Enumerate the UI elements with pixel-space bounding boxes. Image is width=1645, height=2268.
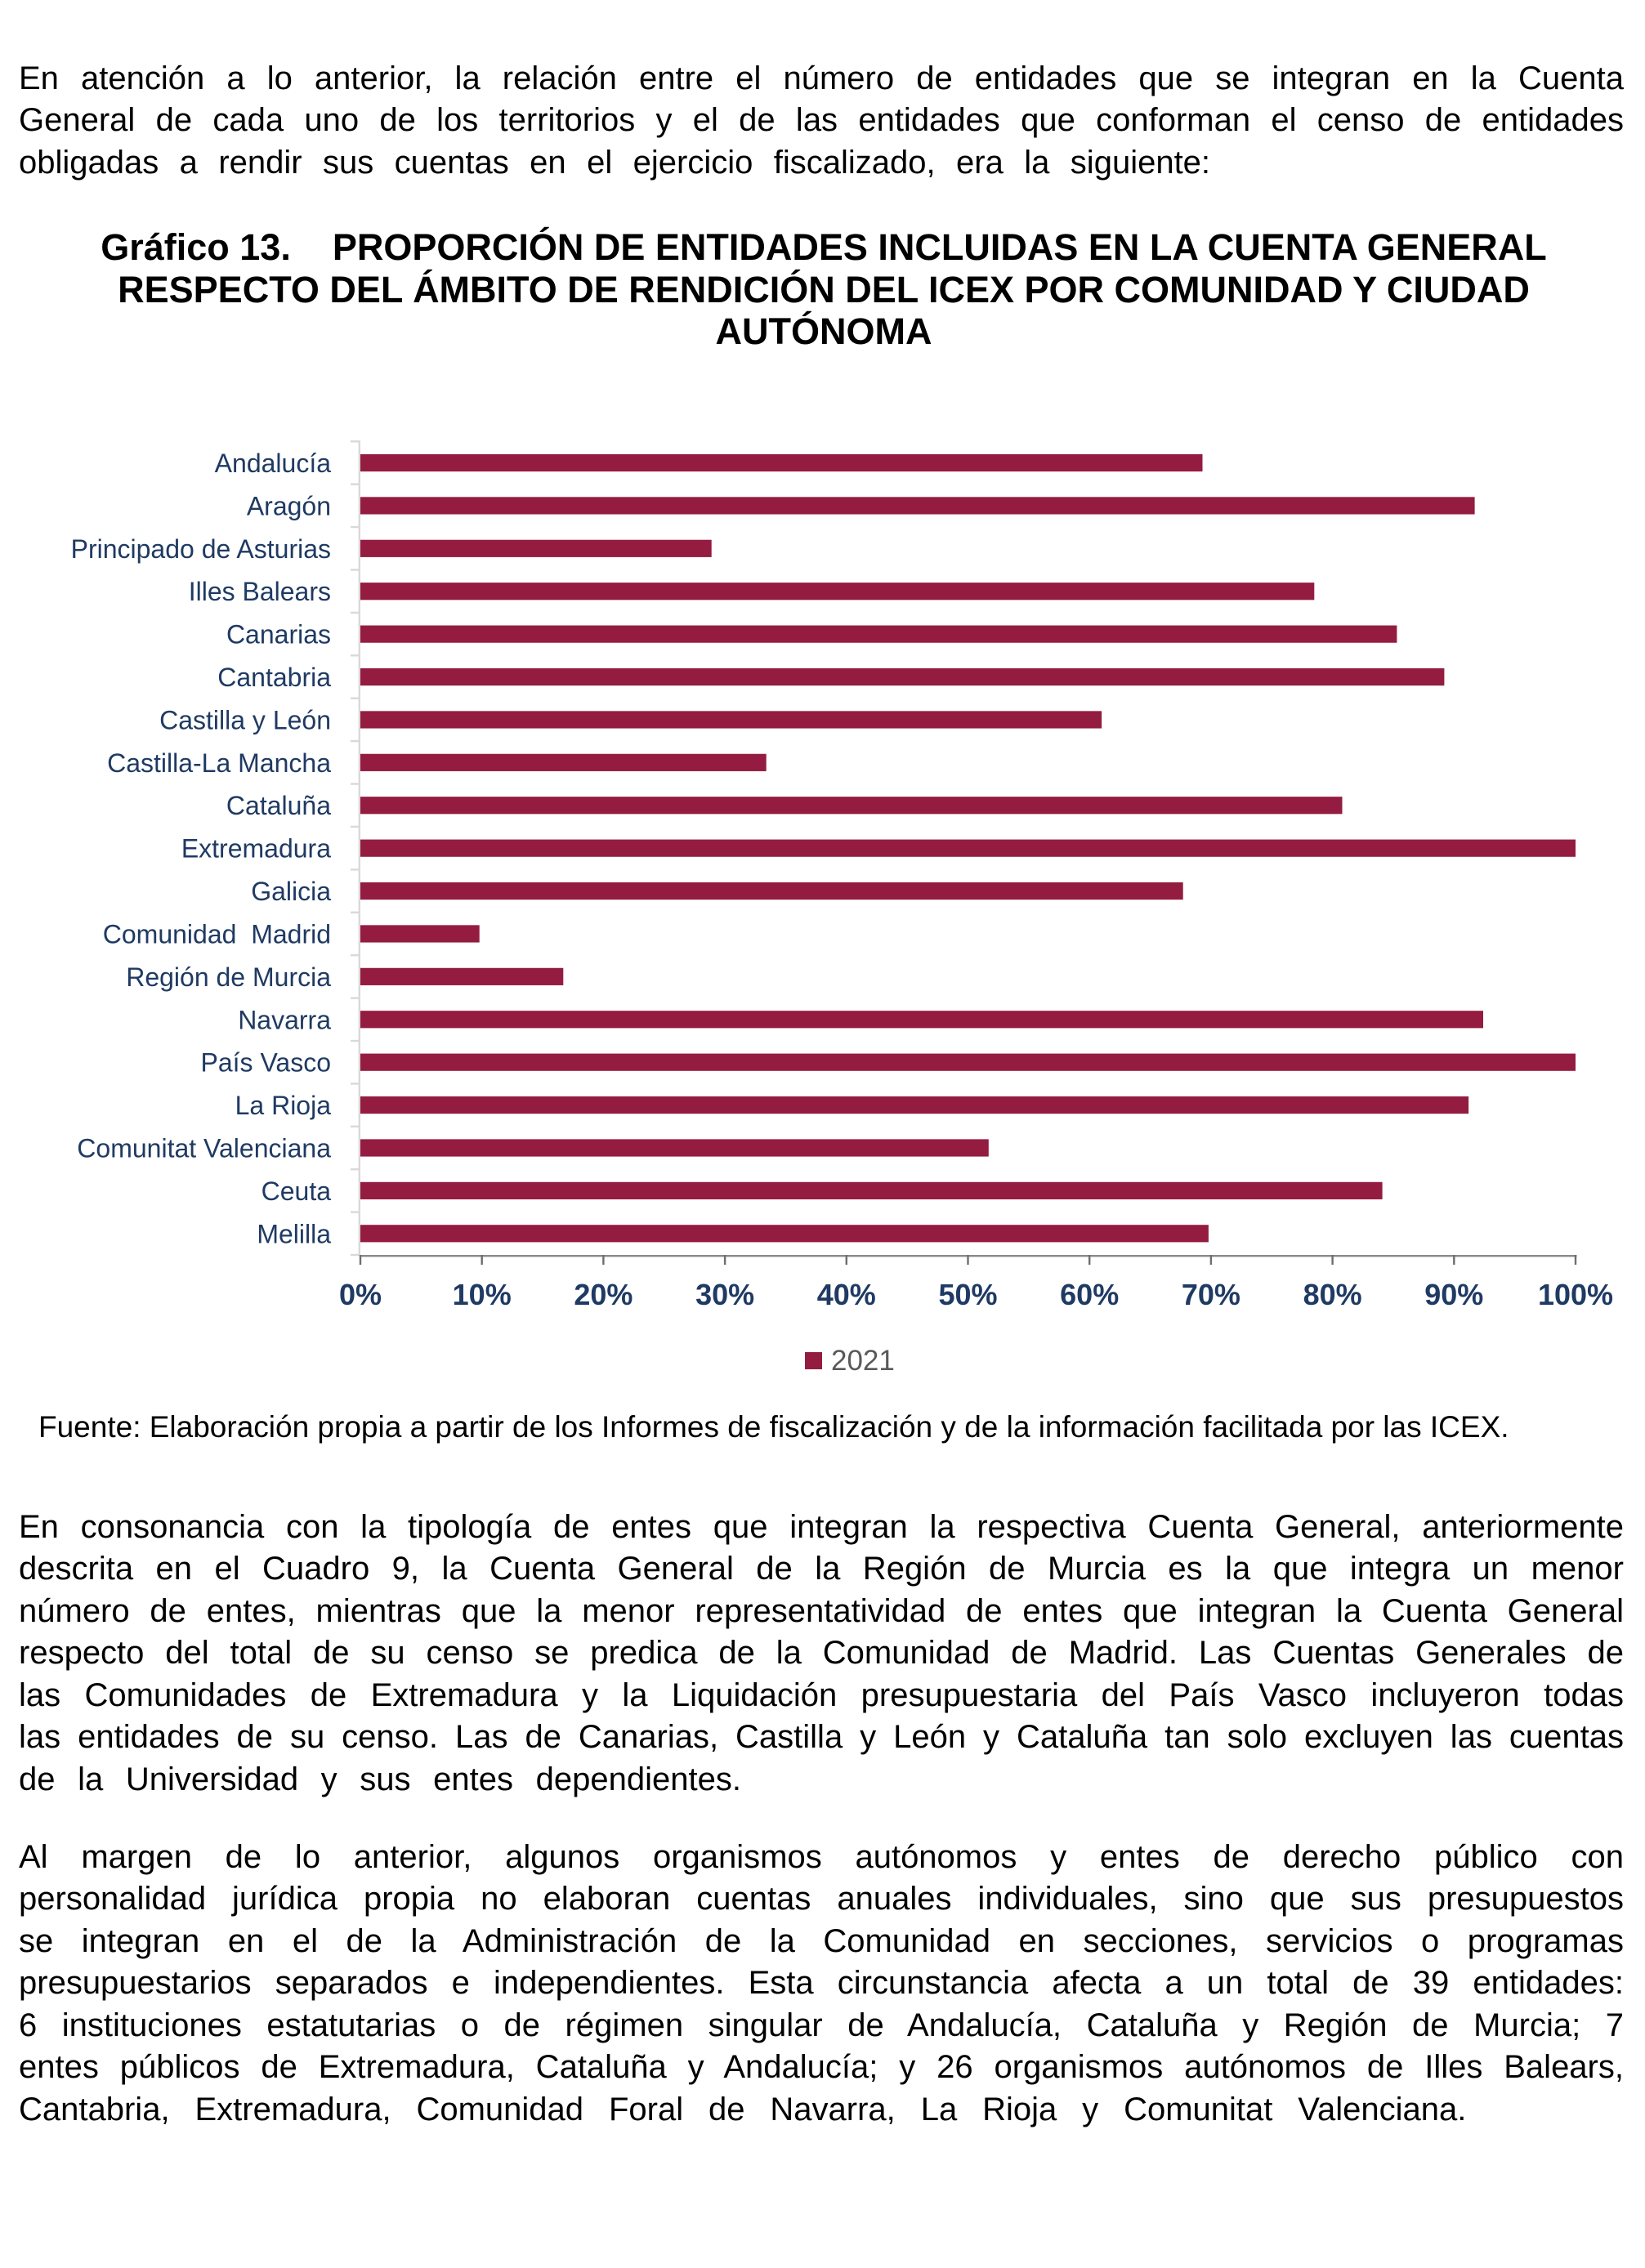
svg-text:30%: 30% — [695, 1278, 754, 1311]
svg-text:Canarias: Canarias — [226, 620, 331, 650]
svg-text:Región de Murcia: Región de Murcia — [126, 962, 331, 992]
svg-text:Extremadura: Extremadura — [181, 834, 331, 864]
svg-text:0%: 0% — [339, 1278, 382, 1311]
svg-text:80%: 80% — [1303, 1278, 1362, 1311]
svg-text:2021: 2021 — [831, 1345, 895, 1377]
svg-text:Comunitat Valenciana: Comunitat Valenciana — [77, 1134, 331, 1163]
svg-text:60%: 60% — [1060, 1278, 1119, 1311]
svg-text:Cataluña: Cataluña — [226, 791, 331, 820]
svg-text:90%: 90% — [1424, 1278, 1483, 1311]
svg-text:Melilla: Melilla — [257, 1219, 331, 1248]
svg-text:Principado de Asturias: Principado de Asturias — [71, 534, 331, 564]
svg-text:40%: 40% — [817, 1278, 876, 1311]
svg-text:Comunidad Madrid: Comunidad Madrid — [103, 920, 331, 949]
svg-text:Cantabria: Cantabria — [217, 663, 331, 692]
svg-text:Navarra: Navarra — [238, 1005, 331, 1034]
svg-text:50%: 50% — [938, 1278, 997, 1311]
svg-text:70%: 70% — [1182, 1278, 1240, 1311]
svg-text:Castilla y León: Castilla y León — [159, 705, 331, 734]
svg-text:La Rioja: La Rioja — [235, 1091, 332, 1120]
svg-text:Castilla-La Mancha: Castilla-La Mancha — [107, 748, 331, 778]
svg-text:País Vasco: País Vasco — [201, 1048, 331, 1078]
svg-text:Aragón: Aragón — [247, 491, 331, 520]
svg-text:100%: 100% — [1538, 1278, 1613, 1311]
svg-text:Andalucía: Andalucía — [215, 449, 332, 478]
svg-text:Galicia: Galicia — [251, 877, 331, 906]
svg-text:10%: 10% — [453, 1278, 512, 1311]
svg-text:Illes Balears: Illes Balears — [189, 577, 331, 606]
svg-text:Ceuta: Ceuta — [262, 1176, 332, 1206]
svg-text:20%: 20% — [574, 1278, 633, 1311]
